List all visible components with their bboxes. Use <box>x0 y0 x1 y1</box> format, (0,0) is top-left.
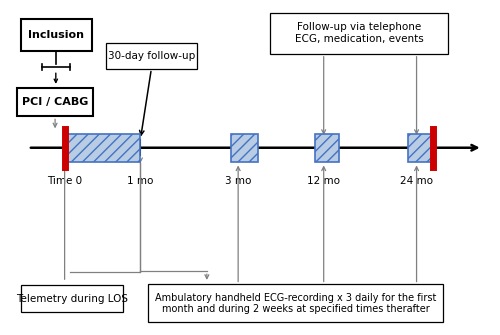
Text: Ambulatory handheld ECG-recording x 3 daily for the first
month and during 2 wee: Ambulatory handheld ECG-recording x 3 da… <box>155 292 436 314</box>
FancyBboxPatch shape <box>20 285 124 313</box>
Text: Follow-up via telephone
ECG, medication, events: Follow-up via telephone ECG, medication,… <box>295 22 424 44</box>
Text: Telemetry during LOS: Telemetry during LOS <box>16 294 128 304</box>
FancyBboxPatch shape <box>20 19 92 51</box>
FancyBboxPatch shape <box>270 13 448 54</box>
Text: 24 mo: 24 mo <box>400 176 433 186</box>
Text: 1 mo: 1 mo <box>127 176 154 186</box>
Text: Inclusion: Inclusion <box>28 30 84 40</box>
FancyBboxPatch shape <box>148 284 444 322</box>
Text: 12 mo: 12 mo <box>307 176 340 186</box>
Bar <box>316 134 339 162</box>
Bar <box>408 134 432 162</box>
Bar <box>231 134 258 162</box>
Text: Time 0: Time 0 <box>47 176 82 186</box>
Text: 30-day follow-up: 30-day follow-up <box>108 51 195 61</box>
Text: PCI / CABG: PCI / CABG <box>22 97 88 108</box>
FancyBboxPatch shape <box>17 88 93 117</box>
Bar <box>64 134 140 162</box>
Text: 3 mo: 3 mo <box>225 176 252 186</box>
FancyBboxPatch shape <box>106 43 196 69</box>
